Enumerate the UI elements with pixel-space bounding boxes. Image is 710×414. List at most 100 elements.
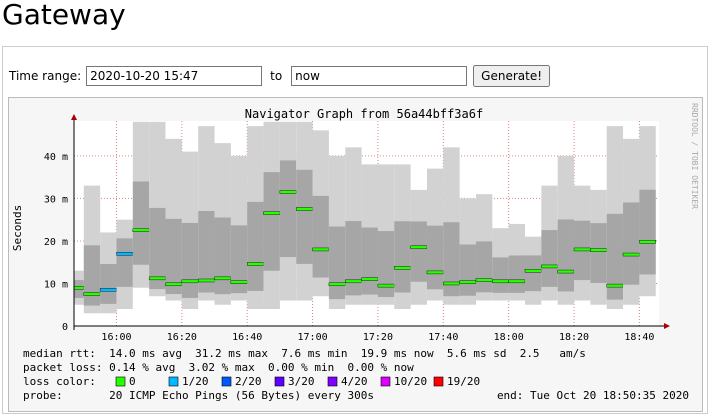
median xyxy=(74,286,85,290)
loss-entry: 0 xyxy=(129,375,136,388)
loss-swatch xyxy=(115,376,126,387)
smoke-core xyxy=(361,227,378,295)
median xyxy=(541,264,558,269)
to-input[interactable] xyxy=(291,66,468,86)
x-arrow xyxy=(664,323,670,329)
loss-swatch xyxy=(433,376,444,387)
x-tick-label: 16:20 xyxy=(167,332,197,343)
loss-swatch xyxy=(168,376,179,387)
smoke-core xyxy=(541,230,558,287)
loss-label: loss color: xyxy=(23,375,96,388)
smoke-core xyxy=(639,189,656,275)
median xyxy=(263,211,281,215)
median xyxy=(312,247,330,252)
median xyxy=(508,279,526,284)
x-tick-label: 17:00 xyxy=(298,332,328,343)
smoke-core xyxy=(328,226,346,300)
median xyxy=(557,269,575,274)
median xyxy=(573,247,591,252)
smoke-core xyxy=(443,222,460,297)
smoke-core xyxy=(132,181,150,265)
smoke-core xyxy=(475,241,493,293)
time-form: Time range: to Generate! xyxy=(9,65,551,87)
median xyxy=(426,270,444,275)
median xyxy=(148,276,166,281)
stats-line: packet loss: 0.14 % avg 3.02 % max 0.00 … xyxy=(23,361,414,374)
median xyxy=(132,228,150,233)
smoke-core xyxy=(492,257,509,293)
x-tick-label: 18:40 xyxy=(624,332,654,343)
smoke-core xyxy=(247,201,264,291)
smoke-core xyxy=(623,202,640,285)
median xyxy=(214,276,232,281)
smoke-core xyxy=(149,207,166,290)
stats-line: median rtt: 14.0 ms avg 31.2 ms max 7.6 … xyxy=(23,347,586,360)
x-tick-label: 16:00 xyxy=(101,332,131,343)
smoke-core xyxy=(557,219,575,292)
x-tick-label: 17:40 xyxy=(428,332,458,343)
smoke-core xyxy=(165,218,182,295)
loss-entry: 10/20 xyxy=(394,375,427,388)
median xyxy=(279,190,297,194)
from-input[interactable] xyxy=(86,66,263,86)
median xyxy=(230,280,248,284)
loss-swatch xyxy=(221,376,232,387)
graph-title: Navigator Graph from 56a44bff3a6f xyxy=(245,107,483,121)
graph: Navigator Graph from 56a44bff3a6f RRDTOO… xyxy=(8,97,703,412)
to-label: to xyxy=(270,69,283,83)
smoke-core xyxy=(590,223,607,283)
y-tick-label: 10 m xyxy=(44,279,68,290)
loss-swatch xyxy=(380,376,391,387)
y-axis-label: Seconds xyxy=(11,205,24,251)
smoke-core xyxy=(181,222,199,298)
smoke-core xyxy=(377,231,395,298)
loss-entry: 2/20 xyxy=(235,375,262,388)
median xyxy=(83,292,101,296)
smoke-core xyxy=(508,255,526,293)
smoke-core xyxy=(83,245,101,306)
median xyxy=(475,278,493,282)
median xyxy=(394,266,411,270)
smoke-core xyxy=(230,225,248,294)
smoke-core xyxy=(345,221,362,296)
panel: Time range: to Generate! Navigator Graph… xyxy=(2,46,708,414)
median xyxy=(165,282,183,287)
smoke-core xyxy=(263,172,280,271)
smoke-core xyxy=(116,238,133,287)
generate-button[interactable]: Generate! xyxy=(473,65,551,87)
median xyxy=(181,279,199,284)
smoke-core xyxy=(198,211,215,293)
smoke-core xyxy=(279,160,297,258)
smoke-core xyxy=(312,195,329,278)
loss-entry: 3/20 xyxy=(288,375,315,388)
loss-swatch xyxy=(274,376,285,387)
loss-entry: 4/20 xyxy=(341,375,368,388)
probe-line: probe: 20 ICMP Echo Pings (56 Bytes) eve… xyxy=(23,389,374,402)
y-tick-label: 20 m xyxy=(44,237,68,248)
loss-swatch xyxy=(327,376,338,387)
watermark: RRDTOOL / TOBI OETIKER xyxy=(690,103,699,209)
median xyxy=(639,240,656,244)
median xyxy=(345,279,362,284)
smoke-core xyxy=(100,264,117,304)
loss-entry: 19/20 xyxy=(447,375,480,388)
median xyxy=(247,262,264,266)
loss-entry: 1/20 xyxy=(182,375,209,388)
y-tick-label: 40 m xyxy=(44,152,68,163)
x-tick-label: 17:20 xyxy=(363,332,393,343)
median xyxy=(328,282,346,287)
x-tick-label: 18:00 xyxy=(494,332,524,343)
median xyxy=(459,280,477,284)
x-tick-label: 16:40 xyxy=(232,332,262,343)
x-tick-label: 18:20 xyxy=(559,332,589,343)
median xyxy=(443,281,460,286)
y-tick-label: 30 m xyxy=(44,194,68,205)
smoke-core xyxy=(459,244,476,296)
median xyxy=(606,283,624,288)
median xyxy=(622,252,640,257)
smoke-core xyxy=(525,255,542,292)
median xyxy=(116,251,134,256)
median xyxy=(377,283,395,288)
smoke-core xyxy=(214,217,231,295)
